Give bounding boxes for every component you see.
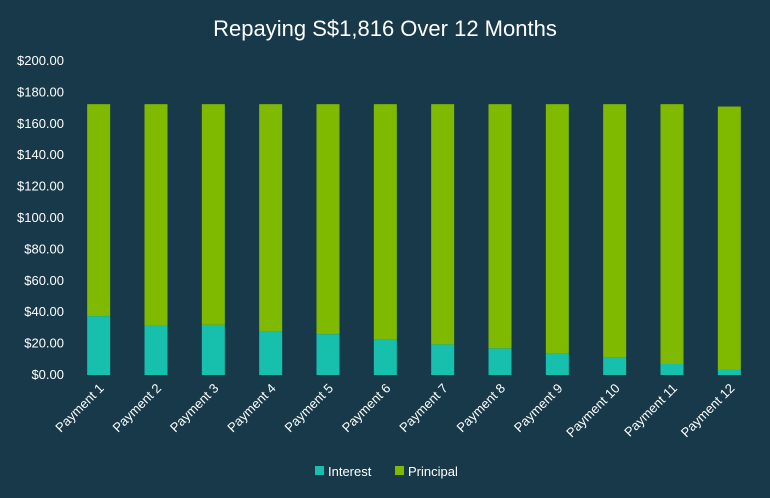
bar-principal xyxy=(201,104,225,325)
bar-interest xyxy=(87,316,111,375)
bars-group xyxy=(87,104,741,375)
y-axis: $0.00 $20.00 $40.00 $60.00 $80.00 $100.00 $120… xyxy=(17,53,64,382)
x-tick-label: Payment 10 xyxy=(563,381,623,441)
x-tick-label: Payment 12 xyxy=(678,381,738,441)
bar-principal xyxy=(488,104,512,349)
x-tick-label: Payment 2 xyxy=(110,381,165,436)
x-tick-label: Payment 3 xyxy=(167,381,222,436)
x-tick-label: Payment 4 xyxy=(224,381,279,436)
x-tick-label: Payment 9 xyxy=(511,381,566,436)
y-tick-label: $80.00 xyxy=(24,241,64,256)
bar-interest xyxy=(545,353,569,375)
bar-principal xyxy=(545,104,569,354)
bar-interest xyxy=(603,357,627,375)
bar-principal xyxy=(660,104,684,365)
y-tick-label: $20.00 xyxy=(24,336,64,351)
bar-principal xyxy=(431,104,455,345)
bar-principal xyxy=(144,104,168,326)
bar-principal xyxy=(259,104,283,332)
bar-interest xyxy=(431,344,455,375)
legend-label-interest: Interest xyxy=(328,464,372,479)
y-tick-label: $100.00 xyxy=(17,210,64,225)
bar-interest xyxy=(660,364,684,375)
bar-interest xyxy=(316,334,340,375)
bar-interest xyxy=(373,339,397,375)
bar-principal xyxy=(373,104,397,340)
x-tick-label: Payment 8 xyxy=(454,381,509,436)
bar-interest xyxy=(144,325,168,375)
y-tick-label: $140.00 xyxy=(17,147,64,162)
legend-label-principal: Principal xyxy=(408,464,458,479)
y-tick-label: $40.00 xyxy=(24,304,64,319)
bar-principal xyxy=(316,104,340,335)
x-tick-label: Payment 1 xyxy=(52,381,107,436)
bar-principal xyxy=(717,106,741,370)
y-tick-label: $0.00 xyxy=(31,367,64,382)
x-tick-label: Payment 6 xyxy=(339,381,394,436)
chart-title: Repaying S$1,816 Over 12 Months xyxy=(213,16,557,41)
x-tick-label: Payment 5 xyxy=(282,381,337,436)
y-tick-label: $180.00 xyxy=(17,84,64,99)
bar-interest xyxy=(259,331,283,375)
legend-swatch-principal xyxy=(395,466,404,475)
bar-interest xyxy=(488,348,512,375)
bar-principal xyxy=(603,104,627,358)
y-tick-label: $60.00 xyxy=(24,273,64,288)
y-tick-label: $200.00 xyxy=(17,53,64,68)
legend-swatch-interest xyxy=(315,466,324,475)
bar-principal xyxy=(87,104,111,317)
y-tick-label: $160.00 xyxy=(17,116,64,131)
bar-interest xyxy=(201,324,225,375)
x-axis: Payment 1 Payment 2 Payment 3 Payment 4 Paym… xyxy=(52,381,737,441)
bar-interest xyxy=(717,369,741,375)
x-tick-label: Payment 7 xyxy=(396,381,451,436)
x-tick-label: Payment 11 xyxy=(621,381,680,440)
legend: Interest Principal xyxy=(315,464,458,479)
y-tick-label: $120.00 xyxy=(17,179,64,194)
